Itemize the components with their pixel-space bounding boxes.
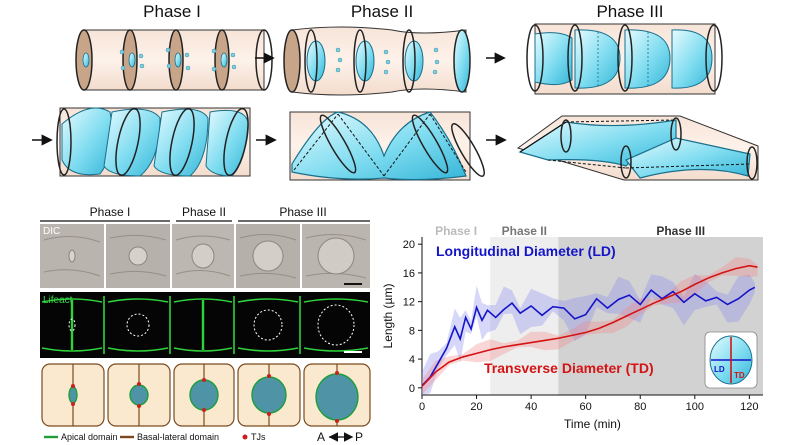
dic-row-label: DIC [43, 226, 60, 237]
axis-p-label: P [355, 430, 363, 444]
phase-bands [422, 237, 763, 395]
phase2-tube-schematic [283, 26, 471, 96]
chart-series [421, 257, 758, 395]
x-tick-label: 40 [525, 401, 537, 413]
series-2-label: Transverse Diameter (TD) [484, 360, 654, 376]
y-tick-label: 0 [409, 383, 415, 395]
cell-legend: Apical domain Basal-lateral domain TJs A… [44, 430, 363, 444]
x-tick-label: 80 [634, 401, 646, 413]
chart-phase-label-3: Phase III [656, 224, 705, 238]
phase-header-row: Phase I Phase II Phase III [40, 205, 370, 222]
phase3-zigzag-tube-schematic [289, 111, 485, 181]
inset-ld-label: LD [714, 365, 725, 374]
schematic-phase-title-2: Phase II [351, 2, 413, 21]
y-tick-label: 8 [409, 325, 415, 337]
chart-axes: 0 20 40 60 80 100 120 0 4 8 12 16 20 [403, 237, 763, 413]
x-axis-label: Time (min) [564, 417, 621, 431]
phase3-opened-lumen-schematic [516, 115, 759, 181]
image-phase-label-1: Phase I [90, 205, 131, 219]
y-tick-label: 16 [403, 268, 415, 280]
chart-phase-label-2: Phase II [502, 224, 547, 238]
y-tick-label: 4 [409, 354, 415, 366]
x-tick-label: 0 [419, 401, 425, 413]
ld-td-inset: LD TD [704, 331, 758, 389]
y-tick-label: 20 [403, 239, 415, 251]
phase-band-2 [490, 237, 559, 395]
series-labels: Longitudinal Diameter (LD) Transverse Dia… [436, 243, 654, 376]
chart-phase-label-1: Phase I [435, 224, 477, 238]
phase1-tube-schematic [75, 29, 273, 91]
phase3-tube-schematic [526, 23, 723, 95]
schematic-phase-title-1: Phase I [143, 2, 201, 21]
y-axis-label: Length (µm) [381, 284, 395, 349]
lifeact-row-label: Lifeact [43, 295, 73, 306]
legend-tj-label: TJs [251, 432, 266, 442]
y-tick-label: 12 [403, 297, 415, 309]
x-tick-label: 120 [740, 401, 758, 413]
cell-diagram-row [41, 363, 371, 427]
x-tick-label: 20 [470, 401, 482, 413]
series-1-line [421, 286, 756, 387]
image-phase-label-2: Phase II [182, 205, 226, 219]
phase3-tilted-tube-schematic [56, 107, 251, 177]
x-tick-label: 60 [580, 401, 592, 413]
dic-row: DIC [40, 224, 370, 288]
diameter-chart: Phase I Phase II Phase III 0 20 40 60 80 100 120… [381, 224, 763, 431]
legend-apical-label: Apical domain [61, 432, 118, 442]
axis-a-label: A [317, 430, 325, 444]
series-1-label: Longitudinal Diameter (LD) [436, 243, 616, 259]
x-tick-label: 100 [686, 401, 704, 413]
schematic-phase-title-3: Phase III [596, 2, 663, 21]
inset-td-label: TD [734, 371, 745, 380]
series-2-line [421, 264, 758, 387]
phase-band-labels: Phase I Phase II Phase III [435, 224, 705, 238]
phase-band-1 [422, 237, 491, 395]
series-1-error-band [422, 273, 755, 395]
lifeact-row: Lifeact [40, 292, 370, 358]
image-phase-label-3: Phase III [279, 205, 326, 219]
legend-basal-label: Basal-lateral domain [137, 432, 219, 442]
